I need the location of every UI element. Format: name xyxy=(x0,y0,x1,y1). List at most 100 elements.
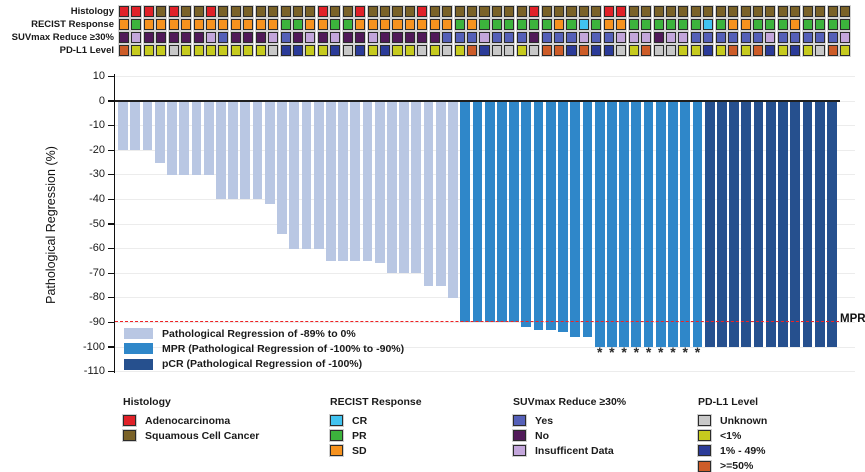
y-tick-mark xyxy=(108,198,114,201)
bar-light xyxy=(228,102,238,200)
track-cell xyxy=(119,6,130,17)
asterisk-mark: * xyxy=(621,344,627,360)
track-cell xyxy=(467,45,478,56)
y-tick-label: -110 xyxy=(83,365,105,378)
track-cell xyxy=(491,19,502,30)
bar-pcr xyxy=(716,102,727,347)
legend-item: Adenocarcinoma xyxy=(123,413,259,428)
track-cell xyxy=(628,32,639,43)
legend-item-label: CR xyxy=(352,414,368,427)
track-row-pdl1 xyxy=(119,45,850,56)
legend-swatch xyxy=(513,430,526,442)
track-cell xyxy=(380,32,391,43)
track-cell xyxy=(293,19,304,30)
bar-mpr xyxy=(472,102,483,323)
bar-pcr xyxy=(826,102,837,347)
y-tick-label: -50 xyxy=(89,217,105,230)
bar-light xyxy=(399,102,410,274)
track-cell xyxy=(728,19,739,30)
track-cell xyxy=(703,32,714,43)
bar-mpr xyxy=(619,102,630,347)
track-cell xyxy=(181,6,192,17)
y-tick-label: -30 xyxy=(89,168,105,181)
legend-item: <1% xyxy=(698,428,767,443)
track-cell xyxy=(591,45,602,56)
legend-group-suvmax: SUVmax Reduce ≥30% Yes No Insufficent Data xyxy=(513,396,626,459)
track-cell xyxy=(181,32,192,43)
track-cell xyxy=(678,19,689,30)
legend-header: RECIST Response xyxy=(330,396,422,408)
track-cell xyxy=(367,6,378,17)
legend-item: Squamous Cell Cancer xyxy=(123,428,259,443)
track-cell xyxy=(839,32,850,43)
chart-legend-label: MPR (Pathological Regression of -100% to… xyxy=(162,342,405,355)
track-cell xyxy=(429,32,440,43)
track-cell xyxy=(740,32,751,43)
bar-pcr xyxy=(814,102,825,347)
bar-light xyxy=(411,102,422,274)
bar-mpr xyxy=(533,102,544,330)
track-row-recist xyxy=(119,19,850,30)
legend-item-label: 1% - 49% xyxy=(720,444,766,457)
track-cell xyxy=(417,32,428,43)
track-cell xyxy=(815,6,826,17)
track-cell xyxy=(616,32,627,43)
track-cell xyxy=(280,6,291,17)
y-tick-label: 0 xyxy=(98,94,105,107)
bar-pcr xyxy=(802,102,813,347)
track-cell xyxy=(367,32,378,43)
legend-item: Unknown xyxy=(698,413,767,428)
track-cell xyxy=(305,32,316,43)
track-cell xyxy=(728,32,739,43)
bar-light xyxy=(435,102,446,286)
track-cell xyxy=(765,45,776,56)
legend-item-label: PR xyxy=(352,429,367,442)
legend-item-label: Yes xyxy=(535,414,554,427)
track-cell xyxy=(206,6,217,17)
pcr-navy-swatch xyxy=(124,358,153,370)
track-cell xyxy=(815,19,826,30)
bar-light xyxy=(215,102,226,200)
track-cell xyxy=(665,6,676,17)
track-cell xyxy=(479,45,490,56)
track-cell xyxy=(690,6,701,17)
track-cell xyxy=(529,19,540,30)
track-cell xyxy=(168,32,179,43)
track-cell xyxy=(690,19,701,30)
chart-legend-label: pCR (Pathological Regression of -100%) xyxy=(162,358,363,371)
track-cell xyxy=(342,19,353,30)
track-cell xyxy=(367,19,378,30)
bar-pcr xyxy=(741,102,752,347)
mpr-threshold-line xyxy=(115,320,839,322)
legend-item: Insufficent Data xyxy=(513,443,626,458)
y-tick-mark xyxy=(108,100,114,102)
track-cell xyxy=(815,32,826,43)
track-cell xyxy=(554,6,565,17)
chart-legend-row-mpr: MPR (Pathological Regression of -100% to… xyxy=(124,341,404,356)
track-cell xyxy=(752,45,763,56)
track-cell xyxy=(752,32,763,43)
track-cell xyxy=(317,6,328,17)
track-cell xyxy=(181,19,192,30)
track-cell xyxy=(293,6,304,17)
legend-header: SUVmax Reduce ≥30% xyxy=(513,396,627,408)
legend-swatch xyxy=(698,445,711,457)
legend-item-label: Squamous Cell Cancer xyxy=(145,429,260,442)
track-cell xyxy=(728,6,739,17)
y-tick-label: -80 xyxy=(89,291,105,304)
track-label-pdl1: PD-L1 Level xyxy=(59,45,114,56)
track-cell xyxy=(429,19,440,30)
track-cell xyxy=(317,45,328,56)
track-cell xyxy=(280,19,291,30)
track-cell xyxy=(404,19,415,30)
zero-baseline xyxy=(115,99,840,103)
track-cell xyxy=(119,32,130,43)
track-cell xyxy=(703,19,714,30)
track-cell xyxy=(143,19,154,30)
track-cell xyxy=(603,19,614,30)
track-cell xyxy=(628,19,639,30)
legend-swatch xyxy=(698,415,711,427)
track-cell xyxy=(230,32,241,43)
chart-legend: Pathological Regression of -89% to 0% MP… xyxy=(124,326,404,372)
track-cell xyxy=(131,45,142,56)
